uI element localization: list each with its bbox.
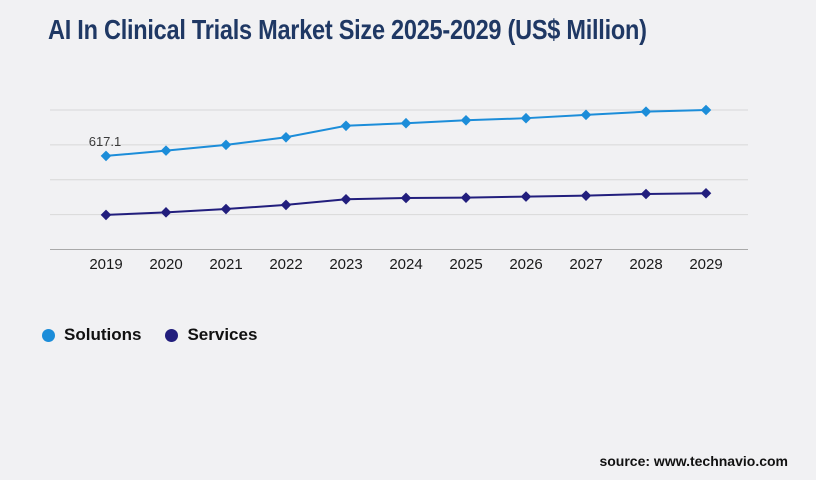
x-axis-label-2029: 2029 <box>689 256 722 273</box>
services-marker-2024 <box>400 192 412 204</box>
solutions-marker-2021 <box>220 139 232 151</box>
x-axis-label-2019: 2019 <box>89 256 122 273</box>
legend-label-services: Services <box>187 325 258 344</box>
x-axis-label-2028: 2028 <box>629 256 662 273</box>
solutions-marker-2026 <box>520 112 532 124</box>
services-legend-dot-icon <box>165 328 179 342</box>
legend-item-services: Services <box>165 325 257 345</box>
services-marker-2022 <box>280 199 292 211</box>
solutions-marker-2028 <box>640 106 652 117</box>
x-axis-label-2027: 2027 <box>569 256 602 273</box>
services-marker-2023 <box>340 194 352 205</box>
data-label-2019: 617.1 <box>89 134 122 149</box>
x-axis-label-2020: 2020 <box>149 256 182 273</box>
solutions-marker-2027 <box>580 109 592 121</box>
x-axis-label-2024: 2024 <box>389 256 422 273</box>
x-axis-label-2023: 2023 <box>329 256 362 273</box>
chart-title: AI In Clinical Trials Market Size 2025-2… <box>48 14 647 45</box>
services-marker-2025 <box>460 192 472 203</box>
services-marker-2019 <box>100 209 112 221</box>
x-axis-label-2021: 2021 <box>209 256 242 273</box>
services-marker-2020 <box>160 207 172 218</box>
x-axis-label-2022: 2022 <box>269 256 302 273</box>
chart-plot-area: 2019 2020 2021 2022 2023 2024 2025 2026 2027 2028… <box>50 104 748 273</box>
chart-legend: Solutions Services <box>42 325 257 345</box>
services-marker-2026 <box>520 191 532 202</box>
solutions-marker-2023 <box>340 120 352 132</box>
services-marker-2029 <box>700 187 712 199</box>
solutions-marker-2019 <box>100 150 112 162</box>
solutions-marker-2024 <box>400 117 412 129</box>
solutions-legend-dot-icon <box>42 328 55 342</box>
x-axis-label-2026: 2026 <box>509 256 542 273</box>
solutions-marker-2022 <box>280 131 292 143</box>
source-attribution: source: www.technavio.com <box>599 453 788 469</box>
services-marker-2027 <box>580 190 592 201</box>
services-marker-2028 <box>640 188 652 200</box>
solutions-line <box>105 109 707 157</box>
solutions-marker-2025 <box>460 115 472 126</box>
solutions-marker-2020 <box>160 145 172 156</box>
solutions-marker-2029 <box>700 104 712 116</box>
services-marker-2021 <box>220 203 232 215</box>
legend-label-solutions: Solutions <box>64 325 142 344</box>
x-axis-label-2025: 2025 <box>449 256 482 273</box>
legend-item-solutions: Solutions <box>42 325 141 345</box>
